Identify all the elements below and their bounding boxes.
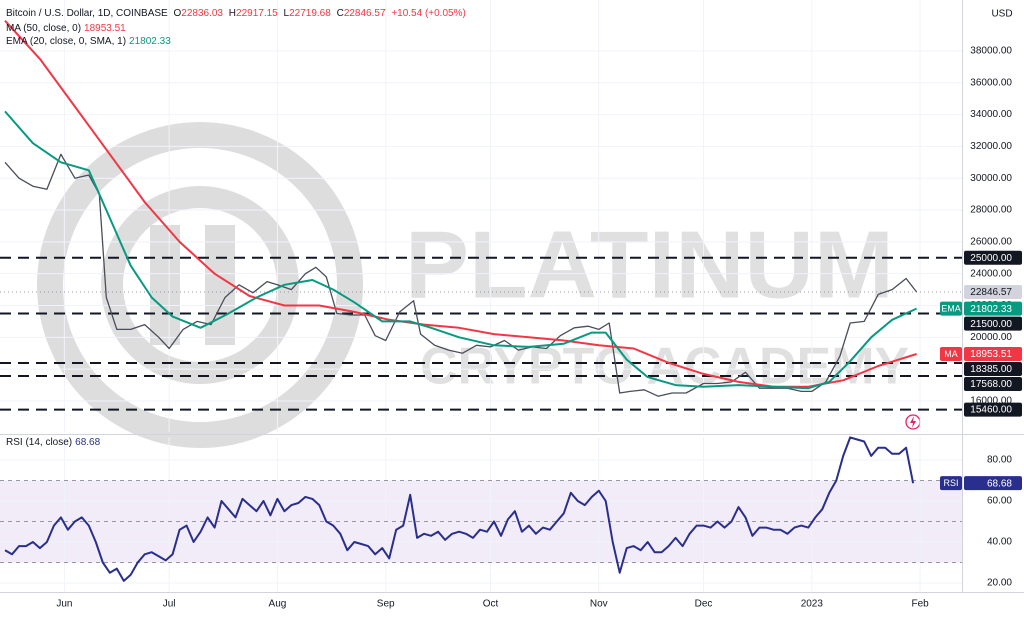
y-tick-label: 80.00 <box>987 455 1012 466</box>
price-tag <box>964 301 1022 316</box>
ohlc-value: 22846.57 <box>343 8 386 19</box>
y-tick-label: 26000.00 <box>970 236 1012 247</box>
indicator-name: EMA (20, close, 0, SMA, 1) <box>6 36 127 47</box>
indicator-name: RSI (14, close) <box>6 437 73 448</box>
x-tick-label: Feb <box>911 599 929 610</box>
y-tick-label: 34000.00 <box>970 109 1012 120</box>
indicator-tag-label: MA <box>944 349 958 359</box>
ohlc-value: 22836.03 <box>181 8 223 19</box>
price-tag-label: 21500.00 <box>970 319 1012 330</box>
ohlc-value: 22917.15 <box>236 8 278 19</box>
price-tag <box>964 476 1022 491</box>
x-tick-label: Jun <box>56 599 72 610</box>
indicator-legend: EMA (20, close, 0, SMA, 1) 21802.33 <box>6 36 174 47</box>
watermark-text: CRYPTO ACADEMY <box>420 338 909 396</box>
indicator-tag <box>940 476 962 491</box>
y-tick-label: 40.00 <box>987 537 1012 548</box>
indicator-line <box>4 20 917 388</box>
ohlc-key: H <box>228 8 237 19</box>
indicator-value: 21802.33 <box>129 36 171 47</box>
indicator-name: MA (50, close, 0) <box>6 23 82 34</box>
x-tick-label: 2023 <box>801 599 824 610</box>
indicator-tag <box>940 346 962 361</box>
indicator-legend: RSI (14, close) 68.68 <box>6 437 103 448</box>
price-tag-label: 18385.00 <box>970 364 1012 375</box>
x-tick-label: Jul <box>163 599 176 610</box>
indicator-line <box>4 110 918 390</box>
ohlc-key: C <box>336 8 344 19</box>
watermark-logo <box>37 122 363 448</box>
y-tick-label: 60.00 <box>987 496 1012 507</box>
x-tick-label: Dec <box>695 599 713 610</box>
price-line <box>4 153 918 397</box>
y-tick-label: 28000.00 <box>970 205 1012 216</box>
y-tick-label: 32000.00 <box>970 141 1012 152</box>
symbol-legend: Bitcoin / U.S. Dollar, 1D, COINBASE O228… <box>6 8 469 19</box>
price-tag <box>964 316 1022 331</box>
indicator-value: 18953.51 <box>84 23 126 34</box>
y-tick-label: 38000.00 <box>970 46 1012 57</box>
indicator-tag <box>940 301 962 316</box>
price-tag <box>964 346 1022 361</box>
price-tag <box>964 402 1022 417</box>
lightning-icon <box>905 414 921 430</box>
price-tag <box>964 361 1022 376</box>
indicator-legend: MA (50, close, 0) 18953.51 <box>6 23 129 34</box>
x-tick-label: Nov <box>590 599 608 610</box>
currency-label: USD <box>991 9 1012 20</box>
y-tick-label: 16000.00 <box>970 396 1012 407</box>
price-change: +10.54 (+0.05%) <box>391 8 466 19</box>
x-tick-label: Sep <box>377 599 395 610</box>
ohlc-key: O <box>173 8 182 19</box>
indicator-tag-label: RSI <box>943 478 958 488</box>
price-tag <box>964 376 1022 391</box>
ohlc-value: 22719.68 <box>289 8 331 19</box>
price-tag-label: 22846.57 <box>970 287 1012 298</box>
x-tick-label: Aug <box>269 599 287 610</box>
price-tag-label: 15460.00 <box>970 405 1012 416</box>
indicator-tag-label: EMA <box>941 304 961 314</box>
symbol-title: Bitcoin / U.S. Dollar, 1D, COINBASE <box>6 8 168 19</box>
price-tag-label: 21802.33 <box>970 304 1012 315</box>
y-tick-label: 20000.00 <box>970 332 1012 343</box>
y-tick-label: 30000.00 <box>970 173 1012 184</box>
price-tag-label: 18953.51 <box>970 349 1012 360</box>
indicator-line <box>4 436 915 582</box>
price-tag <box>964 285 1022 300</box>
y-tick-label: 36000.00 <box>970 77 1012 88</box>
price-tag-label: 17568.00 <box>970 379 1012 390</box>
price-tag <box>964 250 1022 265</box>
ohlc-key: L <box>283 8 290 19</box>
indicator-value: 68.68 <box>75 437 101 448</box>
x-tick-label: Oct <box>483 599 499 610</box>
y-tick-label: 20.00 <box>987 578 1012 589</box>
y-tick-label: 24000.00 <box>970 268 1012 279</box>
price-tag-label: 25000.00 <box>970 253 1012 264</box>
price-tag-label: 68.68 <box>987 478 1012 489</box>
watermark-text: PLATINUM <box>405 211 894 318</box>
